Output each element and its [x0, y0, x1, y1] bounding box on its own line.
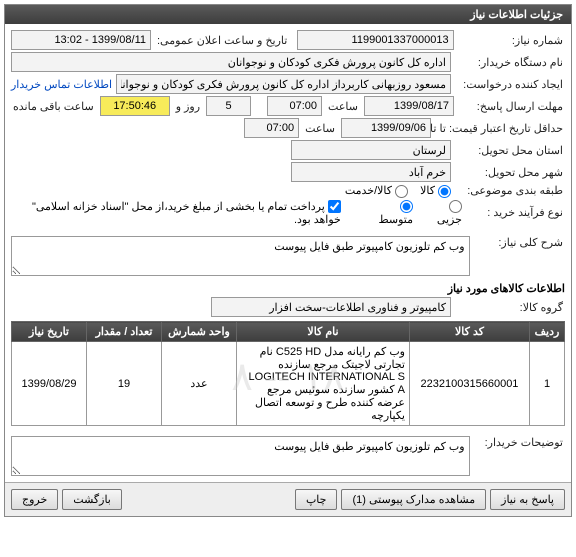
- need-no-label: شماره نیاز:: [458, 34, 565, 47]
- back-button[interactable]: بازگشت: [62, 489, 122, 510]
- checkbox-payment-label[interactable]: پرداخت تمام یا بخشی از مبلغ خرید،از محل …: [19, 200, 341, 227]
- province-label: استان محل تحویل:: [455, 144, 565, 157]
- day-and-label: روز و: [174, 100, 202, 113]
- row-reply-deadline: مهلت ارسال پاسخ: ساعت روز و ساعت باقی ما…: [11, 96, 565, 116]
- table-header-row: ردیف کد کالا نام کالا واحد شمارش تعداد /…: [12, 322, 565, 342]
- items-section-title: اطلاعات کالاهای مورد نیاز: [11, 282, 565, 295]
- remaining-label: ساعت باقی مانده: [11, 100, 96, 113]
- checkbox-payment[interactable]: [328, 200, 341, 213]
- goods-group-label: گروه کالا:: [455, 301, 565, 314]
- reply-date-field: [364, 96, 454, 116]
- row-city: شهر محل تحویل:: [11, 162, 565, 182]
- radio-small-label[interactable]: جزیی: [425, 200, 462, 226]
- reply-button[interactable]: پاسخ به نیاز: [490, 489, 565, 510]
- radio-service-label[interactable]: کالا/خدمت: [345, 184, 408, 198]
- contact-link[interactable]: اطلاعات تماس خریدار: [11, 78, 112, 91]
- cell-idx: 1: [530, 342, 565, 426]
- cell-qty: 19: [87, 342, 162, 426]
- need-desc-field: وب کم تلوزیون کامپیوتر طبق فایل پیوست: [11, 236, 470, 276]
- need-no-field: [297, 30, 453, 50]
- need-desc-label: شرح کلی نیاز:: [474, 236, 565, 249]
- row-province: استان محل تحویل:: [11, 140, 565, 160]
- cell-code: 2232100315660001: [410, 342, 530, 426]
- col-qty: تعداد / مقدار: [87, 322, 162, 342]
- cell-unit: عدد: [162, 342, 237, 426]
- row-buyer-notes: توضیحات خریدار: وب کم تلوزیون کامپیوتر ط…: [11, 436, 565, 476]
- items-table: ردیف کد کالا نام کالا واحد شمارش تعداد /…: [11, 321, 565, 426]
- days-left-field: [206, 96, 251, 116]
- radio-goods-label[interactable]: کالا: [420, 184, 451, 198]
- city-field: [291, 162, 451, 182]
- row-subject-class: طبقه بندی موضوعی: کالا کالا/خدمت: [11, 184, 565, 198]
- print-button[interactable]: چاپ: [295, 489, 338, 510]
- creator-field: [116, 74, 451, 94]
- buyer-org-label: نام دستگاه خریدار:: [455, 56, 565, 69]
- radio-small[interactable]: [449, 200, 462, 213]
- valid-time-field: [244, 118, 299, 138]
- row-process-type: نوع فرآیند خرید : جزیی متوسط پرداخت تمام…: [11, 200, 565, 227]
- goods-group-field: [211, 297, 451, 317]
- row-need-desc: شرح کلی نیاز: وب کم تلوزیون کامپیوتر طبق…: [11, 236, 565, 276]
- col-unit: واحد شمارش: [162, 322, 237, 342]
- hours-left-field: [100, 96, 170, 116]
- row-creator: ایجاد کننده درخواست: اطلاعات تماس خریدار: [11, 74, 565, 94]
- announce-label: تاریخ و ساعت اعلان عمومی:: [155, 34, 289, 47]
- reply-time-field: [267, 96, 322, 116]
- row-valid-until: حداقل تاریخ اعتبار قیمت: تا تاریخ: ساعت: [11, 118, 565, 138]
- row-need-no: شماره نیاز: تاریخ و ساعت اعلان عمومی:: [11, 30, 565, 50]
- buyer-org-field: [11, 52, 451, 72]
- panel-title: جزئیات اطلاعات نیاز: [5, 5, 571, 24]
- announce-field: [11, 30, 151, 50]
- process-type-label: نوع فرآیند خرید :: [466, 206, 565, 219]
- footer: پاسخ به نیاز مشاهده مدارک پیوستی (1) چاپ…: [5, 482, 571, 516]
- buyer-notes-field: وب کم تلوزیون کامپیوتر طبق فایل پیوست: [11, 436, 470, 476]
- city-label: شهر محل تحویل:: [455, 166, 565, 179]
- radio-service[interactable]: [395, 185, 408, 198]
- panel-body: شماره نیاز: تاریخ و ساعت اعلان عمومی: نا…: [5, 24, 571, 482]
- subject-class-label: طبقه بندی موضوعی:: [455, 184, 565, 197]
- details-panel: جزئیات اطلاعات نیاز شماره نیاز: تاریخ و …: [4, 4, 572, 517]
- valid-until-label: حداقل تاریخ اعتبار قیمت: تا تاریخ:: [435, 122, 565, 135]
- creator-label: ایجاد کننده درخواست:: [455, 78, 565, 91]
- hour-label-1: ساعت: [326, 100, 360, 113]
- table-row: 12232100315660001وب کم رایانه مدل C525 H…: [12, 342, 565, 426]
- radio-medium[interactable]: [400, 200, 413, 213]
- row-buyer-org: نام دستگاه خریدار:: [11, 52, 565, 72]
- radio-goods[interactable]: [438, 185, 451, 198]
- cell-date: 1399/08/29: [12, 342, 87, 426]
- col-name: نام کالا: [237, 322, 410, 342]
- radio-medium-label[interactable]: متوسط: [368, 200, 413, 226]
- valid-date-field: [341, 118, 431, 138]
- col-row: ردیف: [530, 322, 565, 342]
- col-code: کد کالا: [410, 322, 530, 342]
- reply-deadline-label: مهلت ارسال پاسخ:: [458, 100, 565, 113]
- province-field: [291, 140, 451, 160]
- col-date: تاریخ نیاز: [12, 322, 87, 342]
- row-goods-group: گروه کالا:: [11, 297, 565, 317]
- cell-name: وب کم رایانه مدل C525 HD نام تجارتی لاجی…: [237, 342, 410, 426]
- buyer-notes-label: توضیحات خریدار:: [474, 436, 565, 449]
- exit-button[interactable]: خروج: [11, 489, 58, 510]
- hour-label-2: ساعت: [303, 122, 337, 135]
- attachments-button[interactable]: مشاهده مدارک پیوستی (1): [341, 489, 486, 510]
